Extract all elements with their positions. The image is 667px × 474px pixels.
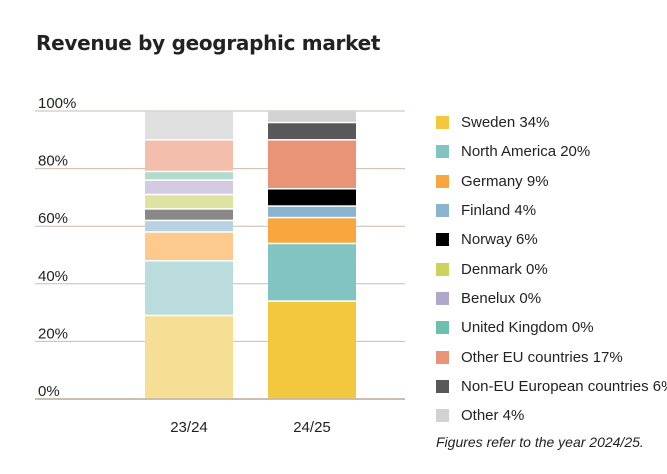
bar-segment (145, 140, 233, 171)
legend-swatch (436, 379, 449, 393)
bar-segment (145, 316, 233, 399)
bar-segment (268, 140, 356, 189)
legend-swatch (436, 350, 449, 364)
bar-segment (145, 261, 233, 315)
bar-segment (268, 189, 356, 206)
y-tick-label: 40% (38, 268, 68, 285)
bar-segment (268, 244, 356, 301)
legend-swatch (436, 291, 449, 305)
legend: Sweden 34% North America 20% Germany 9% Fin… (436, 108, 667, 430)
legend-item: United Kingdom 0% (436, 313, 667, 342)
y-tick-label: 80% (38, 153, 68, 170)
legend-item: Norway 6% (436, 225, 667, 254)
legend-swatch (436, 409, 449, 423)
legend-item: Benelux 0% (436, 284, 667, 313)
legend-label: Denmark 0% (461, 260, 548, 278)
bar-segment (145, 172, 233, 180)
legend-label: Benelux 0% (461, 289, 542, 307)
legend-swatch (436, 233, 449, 247)
legend-label: Sweden 34% (461, 114, 550, 132)
legend-swatch (436, 116, 449, 130)
bar-segment (145, 209, 233, 220)
legend-item: Other EU countries 17% (436, 342, 667, 371)
legend-label: United Kingdom 0% (461, 319, 594, 337)
bar-segment (145, 195, 233, 209)
legend-swatch (436, 321, 449, 335)
x-tick-label: 23/24 (170, 419, 208, 436)
legend-item: Non-EU European countries 6% (436, 372, 667, 401)
bar-segment (268, 123, 356, 140)
bar-segment (268, 218, 356, 243)
legend-label: North America 20% (461, 143, 591, 161)
chart-title: Revenue by geographic market (36, 31, 381, 55)
legend-item: Germany 9% (436, 167, 667, 196)
legend-swatch (436, 204, 449, 218)
bar-segment (145, 180, 233, 194)
x-tick-label: 24/25 (293, 419, 331, 436)
y-tick-label: 100% (38, 95, 76, 112)
footnote: Figures refer to the year 2024/25. (436, 434, 644, 450)
bar-segment (145, 232, 233, 261)
legend-item: Finland 4% (436, 196, 667, 225)
legend-label: Norway 6% (461, 231, 538, 249)
y-tick-label: 60% (38, 210, 68, 227)
legend-label: Finland 4% (461, 202, 537, 220)
legend-label: Other 4% (461, 407, 525, 425)
bar-segment (268, 301, 356, 399)
bar-segment (145, 221, 233, 232)
bar-segment (268, 206, 356, 217)
bar-segment (145, 111, 233, 140)
legend-label: Non-EU European countries 6% (461, 377, 667, 395)
legend-swatch (436, 174, 449, 188)
legend-item: North America 20% (436, 137, 667, 166)
legend-item: Other 4% (436, 401, 667, 430)
legend-swatch (436, 262, 449, 276)
y-tick-label: 0% (38, 383, 60, 400)
bar-segment (268, 111, 356, 122)
y-tick-label: 20% (38, 325, 68, 342)
legend-item: Sweden 34% (436, 108, 667, 137)
legend-label: Other EU countries 17% (461, 348, 623, 366)
legend-swatch (436, 145, 449, 159)
legend-item: Denmark 0% (436, 254, 667, 283)
legend-label: Germany 9% (461, 172, 549, 190)
